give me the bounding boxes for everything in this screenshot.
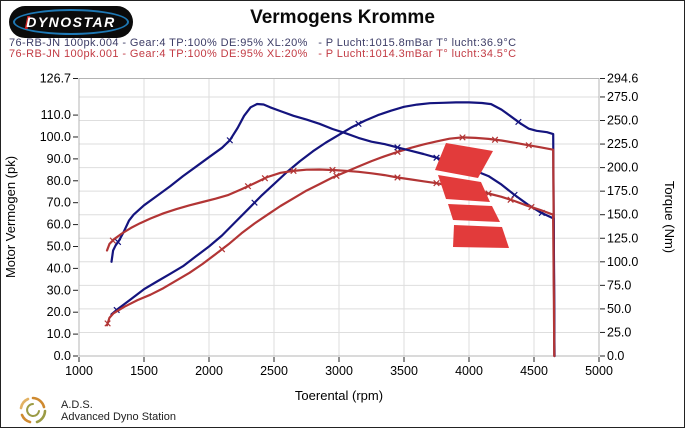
svg-text:30.0: 30.0 xyxy=(47,283,71,297)
svg-text:4500: 4500 xyxy=(520,364,548,378)
markers-torque-run-004 xyxy=(114,137,546,246)
svg-text:175.0: 175.0 xyxy=(607,184,638,198)
legend-run-2: 76-RB-JN 100pk.001 - Gear:4 TP:100% DE:9… xyxy=(9,48,517,60)
markers-vermogen-run-004 xyxy=(113,118,522,314)
svg-text:200.0: 200.0 xyxy=(607,161,638,175)
svg-text:225.0: 225.0 xyxy=(607,137,638,151)
svg-text:50.0: 50.0 xyxy=(47,239,71,253)
red-swoosh-piece xyxy=(435,143,493,178)
legend: 76-RB-JN 100pk.004 - Gear:4 TP:100% DE:9… xyxy=(9,38,516,60)
axis-ticks xyxy=(73,78,605,362)
svg-text:20.0: 20.0 xyxy=(47,305,71,319)
svg-text:4000: 4000 xyxy=(455,364,483,378)
dynostar-logo-ring xyxy=(13,9,129,35)
svg-text:275.0: 275.0 xyxy=(607,90,638,104)
svg-text:294.6: 294.6 xyxy=(607,72,638,86)
red-swoosh-piece xyxy=(448,204,500,222)
y-axis-title-left: Motor Vermogen (pk) xyxy=(3,156,18,278)
ads-swirl-icon xyxy=(19,396,47,424)
svg-text:100.0: 100.0 xyxy=(40,130,71,144)
svg-text:5000: 5000 xyxy=(585,364,613,378)
svg-text:1000: 1000 xyxy=(65,364,93,378)
chart-title: Vermogens Kromme xyxy=(250,7,435,28)
svg-text:0.0: 0.0 xyxy=(607,349,624,363)
svg-text:126.7: 126.7 xyxy=(40,72,71,86)
svg-text:70.0: 70.0 xyxy=(47,196,71,210)
svg-text:110.0: 110.0 xyxy=(41,108,71,122)
red-swoosh-watermark xyxy=(435,143,509,248)
svg-text:3500: 3500 xyxy=(390,364,418,378)
dynostar-logo-text: DYNOSTAR xyxy=(26,14,116,30)
svg-text:1500: 1500 xyxy=(130,364,158,378)
red-swoosh-piece xyxy=(438,175,490,202)
red-swoosh-piece xyxy=(453,225,509,248)
ads-footer: A.D.S. Advanced Dyno Station xyxy=(15,395,176,426)
markers-vermogen-run-001 xyxy=(104,134,533,327)
curve-torque-run-004 xyxy=(110,102,556,358)
x-axis-title: Toerental (rpm) xyxy=(295,388,383,403)
svg-text:100.0: 100.0 xyxy=(607,255,638,269)
svg-text:2500: 2500 xyxy=(260,364,288,378)
svg-text:90.0: 90.0 xyxy=(47,152,71,166)
svg-text:150.0: 150.0 xyxy=(607,208,638,222)
axis-titles: Toerental (rpm) Motor Vermogen (pk) Torque… xyxy=(3,156,677,403)
svg-text:0.0: 0.0 xyxy=(54,349,71,363)
svg-text:25.0: 25.0 xyxy=(607,325,631,339)
plot-border xyxy=(78,78,600,357)
svg-text:80.0: 80.0 xyxy=(47,174,71,188)
svg-text:3000: 3000 xyxy=(325,364,353,378)
curves xyxy=(104,101,556,358)
svg-text:75.0: 75.0 xyxy=(607,278,631,292)
svg-text:10.0: 10.0 xyxy=(47,327,71,341)
y-axis-title-right: Torque (Nm) xyxy=(662,181,677,253)
curve-torque-run-001 xyxy=(105,168,556,358)
ads-name: Advanced Dyno Station xyxy=(61,410,176,423)
axis-tick-labels: 1000 1500 2000 2500 3000 3500 4000 4500 5000 126.… xyxy=(40,72,639,379)
svg-text:2000: 2000 xyxy=(195,364,223,378)
svg-text:250.0: 250.0 xyxy=(607,114,638,128)
svg-text:125.0: 125.0 xyxy=(607,231,638,245)
svg-text:60.0: 60.0 xyxy=(47,218,71,232)
ads-abbreviation: A.D.S. xyxy=(61,398,93,411)
legend-run-1: 76-RB-JN 100pk.004 - Gear:4 TP:100% DE:9… xyxy=(9,37,517,49)
dynostar-logo: DYNOSTAR xyxy=(9,6,133,38)
curve-vermogen-run-001 xyxy=(105,136,556,358)
svg-text:40.0: 40.0 xyxy=(47,261,71,275)
svg-text:50.0: 50.0 xyxy=(607,302,631,316)
